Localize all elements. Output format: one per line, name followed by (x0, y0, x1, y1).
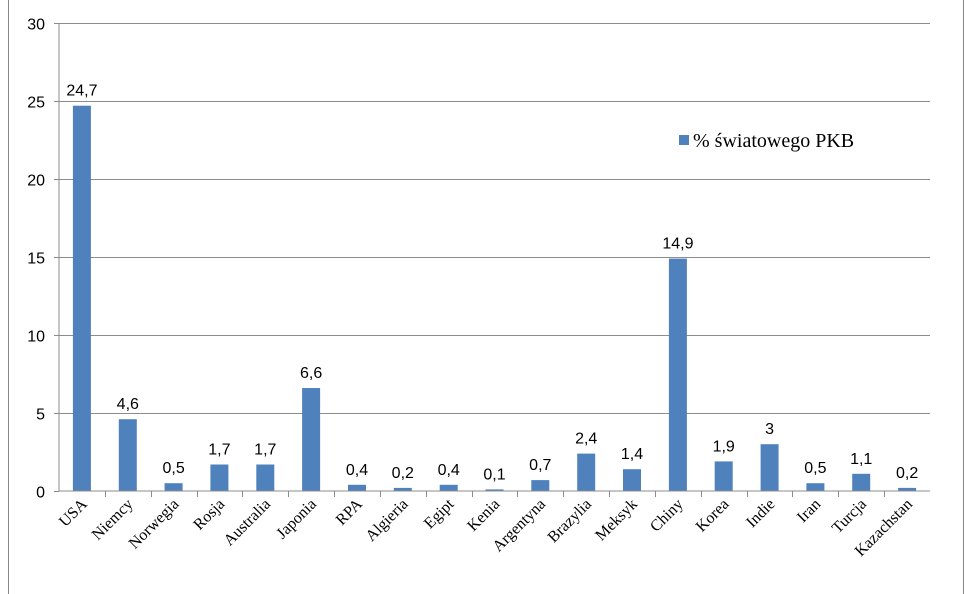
x-tick-label: Egipt (421, 495, 458, 532)
bar (72, 105, 91, 491)
x-tick-label: Brazylia (545, 496, 595, 546)
y-tick-label: 0 (36, 485, 45, 502)
bar (806, 483, 825, 491)
data-label: 24,7 (66, 83, 97, 100)
bar (668, 258, 687, 491)
gridlines (59, 23, 930, 414)
x-tick-label: USA (56, 495, 91, 530)
data-label: 0,4 (438, 462, 460, 479)
data-label: 0,5 (804, 460, 826, 477)
bar (302, 388, 321, 491)
data-label: 0,7 (529, 457, 551, 474)
bar (898, 487, 917, 491)
bar (760, 444, 779, 491)
bar (852, 473, 871, 491)
data-label: 14,9 (662, 236, 693, 253)
data-label: 0,2 (896, 465, 918, 482)
data-label: 4,6 (117, 396, 139, 413)
bar (164, 483, 183, 491)
data-label: 6,6 (300, 365, 322, 382)
x-tick-label: Iran (794, 496, 824, 526)
bar (623, 469, 641, 491)
bar (210, 464, 229, 491)
y-tick-label: 30 (27, 17, 45, 34)
x-tick-label: Australia (221, 496, 274, 549)
legend: % światowego PKB (679, 130, 854, 152)
bar (485, 489, 504, 491)
bar (531, 480, 550, 491)
bars (72, 105, 917, 491)
x-tick-label: Chiny (647, 496, 687, 536)
data-label: 0,2 (392, 465, 414, 482)
data-label: 2,4 (575, 431, 597, 448)
data-label: 1,7 (208, 442, 230, 459)
bar (577, 453, 596, 491)
data-label: 1,1 (850, 451, 872, 468)
bar (118, 419, 137, 491)
data-label: 0,1 (483, 466, 505, 483)
bar (714, 461, 733, 491)
x-tick-label: Turcja (829, 496, 870, 537)
bar (393, 487, 412, 491)
x-tick-label: RPA (333, 495, 366, 528)
bar (439, 484, 458, 491)
data-labels: 24,7 4,6 0,5 1,7 1,7 6,6 0,4 0,2 0,4 0,1 0,7 2,4 1,4… (66, 83, 918, 484)
data-label: 1,7 (254, 442, 276, 459)
data-label: 0,5 (162, 460, 184, 477)
legend-swatch (679, 135, 689, 145)
x-tick-label: Norwegia (126, 496, 183, 553)
y-tick-label: 15 (27, 251, 45, 268)
x-tick-label: Japonia (273, 496, 320, 543)
x-tick-label: Algieria (363, 496, 412, 545)
y-axis-ticks: 0 5 10 15 20 25 30 (27, 17, 59, 502)
bar (348, 484, 366, 491)
x-tick-label: Indie (743, 496, 778, 531)
y-tick-label: 25 (27, 95, 45, 112)
x-tick-label: Rosja (190, 496, 228, 534)
data-label: 1,9 (713, 438, 735, 455)
x-tick-label: Korea (693, 496, 733, 536)
data-label: 1,4 (621, 446, 643, 463)
x-tick-label: Meksyk (592, 496, 640, 544)
bar (256, 464, 275, 491)
legend-label: % światowego PKB (693, 130, 854, 152)
x-tick-label: Kenia (464, 496, 503, 535)
chart-frame (8, 0, 964, 594)
y-tick-label: 20 (27, 173, 45, 190)
data-label: 3 (765, 421, 774, 438)
y-tick-label: 5 (36, 407, 45, 424)
y-tick-label: 10 (27, 329, 45, 346)
data-label: 0,4 (346, 462, 368, 479)
